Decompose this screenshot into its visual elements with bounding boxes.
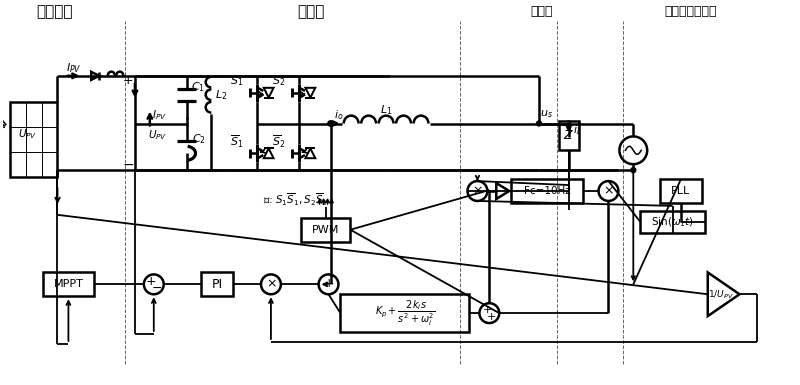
Polygon shape (708, 273, 739, 316)
Text: +: + (122, 74, 134, 87)
Text: $\overline{S}_1$: $\overline{S}_1$ (230, 133, 243, 150)
Text: 逆变器: 逆变器 (297, 4, 324, 19)
Text: $L_2$: $L_2$ (215, 88, 227, 102)
Text: PWM: PWM (312, 225, 339, 235)
Circle shape (467, 181, 487, 201)
Circle shape (261, 275, 281, 294)
Polygon shape (264, 148, 274, 158)
Text: 滤波器: 滤波器 (530, 5, 554, 18)
Text: $u_s$: $u_s$ (541, 109, 554, 121)
Text: Fc=10Hz: Fc=10Hz (523, 186, 570, 196)
Circle shape (328, 121, 333, 126)
Bar (660, 179, 702, 203)
Text: $C_2$: $C_2$ (191, 132, 206, 146)
Circle shape (619, 136, 647, 164)
Text: −: − (122, 158, 134, 172)
Circle shape (537, 121, 542, 126)
Text: $U_{PV}$: $U_{PV}$ (18, 127, 38, 141)
Text: $C_1$: $C_1$ (191, 80, 206, 94)
Text: $U_{PV}$: $U_{PV}$ (148, 129, 167, 142)
Text: −: − (151, 282, 162, 295)
Circle shape (144, 275, 164, 294)
Text: $S_2$: $S_2$ (272, 74, 285, 88)
Polygon shape (91, 72, 99, 80)
Text: +: + (323, 277, 334, 290)
Text: $1/U_{PV}$: $1/U_{PV}$ (708, 288, 734, 301)
Circle shape (631, 168, 636, 172)
Bar (301, 218, 350, 242)
Text: $S_1$: $S_1$ (230, 74, 243, 88)
Text: 至: $S_1\overline{S}_1,S_2\overline{S}_2$: 至: $S_1\overline{S}_1,S_2\overline{S}_2$ (263, 192, 328, 208)
Text: 光伏阵列: 光伏阵列 (36, 4, 73, 19)
Text: 本地负载及电网: 本地负载及电网 (665, 5, 717, 18)
Text: $I_{PV}$: $I_{PV}$ (152, 109, 167, 122)
Bar (42, 273, 94, 296)
Text: $\overline{S}_2$: $\overline{S}_2$ (271, 133, 285, 150)
Text: +: + (482, 305, 492, 315)
Text: $i_o$: $i_o$ (334, 109, 343, 122)
Text: +: + (146, 275, 156, 288)
Text: PI: PI (212, 278, 223, 291)
Text: $K_p+\dfrac{2k_is}{s^2+\omega_i^2}$: $K_p+\dfrac{2k_is}{s^2+\omega_i^2}$ (374, 298, 435, 328)
Bar (559, 121, 578, 150)
Text: $\mathrm{Sin}(\omega_1 t)$: $\mathrm{Sin}(\omega_1 t)$ (651, 215, 694, 229)
Text: $I_{PV}$: $I_{PV}$ (66, 61, 82, 75)
Bar (341, 294, 470, 332)
Circle shape (566, 121, 571, 126)
Bar (511, 179, 582, 203)
Text: +: + (486, 312, 496, 322)
Polygon shape (306, 88, 315, 98)
Circle shape (328, 121, 333, 126)
Bar (10, 102, 58, 177)
Text: PLL: PLL (671, 186, 690, 196)
Text: $Z$: $Z$ (563, 129, 574, 142)
Polygon shape (496, 183, 510, 199)
Bar (202, 273, 234, 296)
Text: $\times$: $\times$ (266, 278, 276, 291)
Text: $i_L$: $i_L$ (574, 124, 582, 137)
Polygon shape (306, 148, 315, 158)
Circle shape (479, 303, 499, 323)
Polygon shape (264, 88, 274, 98)
Bar (640, 211, 705, 233)
Text: $\times$: $\times$ (603, 184, 614, 198)
Text: $\times$: $\times$ (472, 184, 483, 198)
Text: MPPT: MPPT (54, 280, 83, 290)
Circle shape (318, 275, 338, 294)
Text: $L_1$: $L_1$ (380, 104, 392, 117)
Circle shape (598, 181, 618, 201)
